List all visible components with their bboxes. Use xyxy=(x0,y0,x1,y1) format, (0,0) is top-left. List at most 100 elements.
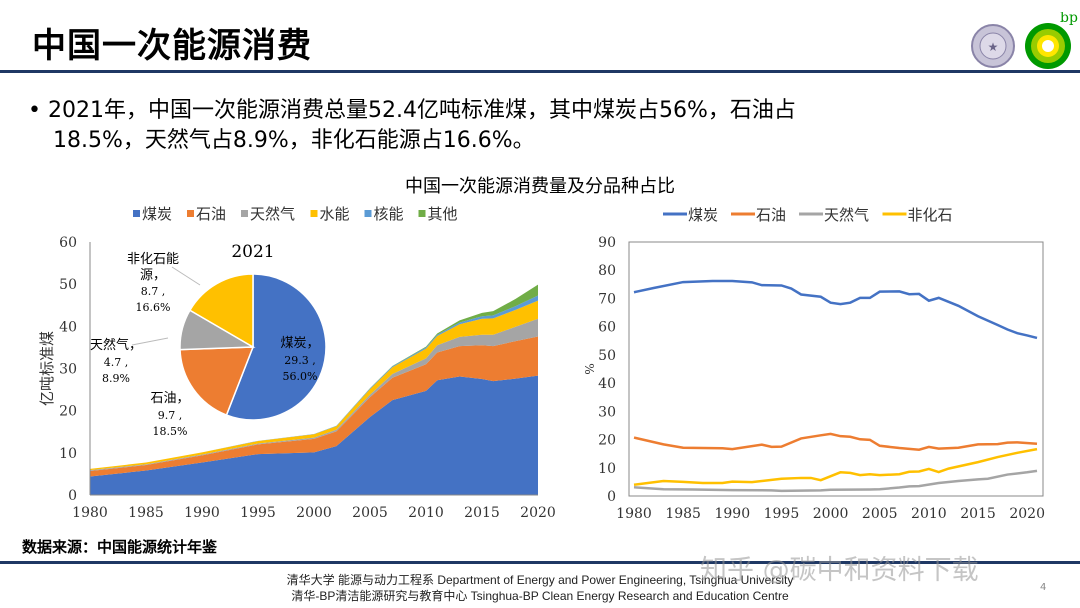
x-tick-label: 1980 xyxy=(616,506,652,522)
x-tick-label: 2020 xyxy=(1009,506,1045,522)
line-series-天然气 xyxy=(633,469,1038,493)
area-series-石油 xyxy=(90,336,538,477)
line-series-石油 xyxy=(633,432,1038,451)
y-tick-label: 80 xyxy=(598,263,616,279)
y-tick-label: 60 xyxy=(598,320,616,336)
pie-label-value: 9.7 , xyxy=(158,409,183,422)
legend-label: 天然气 xyxy=(250,205,295,223)
line-chart: 0 10 20 30 40 50 60 70 80 90 1980 1985 1990 1995 2000 2… xyxy=(582,206,1045,522)
pie-title: 2021 xyxy=(231,242,274,262)
leader-line xyxy=(171,266,201,286)
line-series-非化石 xyxy=(633,447,1038,486)
pie-slice-非化石能源 xyxy=(188,273,254,349)
pie-label-percent: 56.0% xyxy=(283,370,318,383)
x-tick-label: 2005 xyxy=(862,506,898,522)
y-tick-label: 30 xyxy=(59,362,77,378)
bp-helios-logo: bp xyxy=(1025,12,1078,69)
y-tick-label: 50 xyxy=(598,348,616,364)
legend-label: 煤炭 xyxy=(688,206,718,224)
y-tick-label: 0 xyxy=(607,489,616,505)
pie-label-percent: 16.6% xyxy=(136,301,171,314)
x-tick-label: 1980 xyxy=(72,505,108,521)
x-tick-label: 2015 xyxy=(960,506,996,522)
svg-text:★: ★ xyxy=(988,40,999,54)
footer-line-1: 清华大学 能源与动力工程系 Department of Energy and P… xyxy=(286,573,794,587)
legend-label: 天然气 xyxy=(824,206,869,224)
pie-label-value: 4.7 , xyxy=(104,356,129,369)
y-tick-label: 60 xyxy=(59,235,77,251)
y-tick-label: 40 xyxy=(598,376,616,392)
pie-label-value: 29.3 , xyxy=(284,354,316,367)
title-divider xyxy=(0,70,1080,73)
data-source: 数据来源：中国能源统计年鉴 xyxy=(22,538,218,556)
area-series-水能 xyxy=(90,300,538,471)
bp-wordmark: bp xyxy=(1060,12,1078,26)
legend-label: 水能 xyxy=(320,205,350,223)
pie-slice-煤炭 xyxy=(225,273,327,421)
x-tick-label: 1985 xyxy=(128,505,164,521)
pie-label-name: 石油， xyxy=(150,391,189,406)
x-tick-label: 2005 xyxy=(352,505,388,521)
x-tick-label: 1990 xyxy=(714,506,750,522)
legend-label: 非化石 xyxy=(908,206,953,224)
pie-label-name: 源， xyxy=(140,268,166,283)
y-tick-label: 0 xyxy=(68,488,77,504)
y-tick-label: 10 xyxy=(59,446,77,462)
y-tick-label: 40 xyxy=(59,319,77,335)
leader-line xyxy=(131,337,169,346)
footer-line-2: 清华-BP清洁能源研究与教育中心 Tsinghua-BP Clean Energ… xyxy=(291,589,789,603)
y-tick-label: 50 xyxy=(59,277,77,293)
y-tick-label: 30 xyxy=(598,404,616,420)
x-tick-label: 2010 xyxy=(408,505,444,521)
bullet-line-2: 18.5%，天然气占8.9%，非化石能源占16.6%。 xyxy=(53,128,535,153)
pie-label-percent: 18.5% xyxy=(153,425,188,438)
legend-swatch xyxy=(241,210,248,217)
y-tick-label: 90 xyxy=(598,235,616,251)
y-axis-label: % xyxy=(582,363,596,374)
bullet-text: • 2021年，中国一次能源消费总量52.4亿吨标准煤，其中煤炭占56%，石油占 … xyxy=(28,96,1028,156)
bullet-dot: • xyxy=(28,98,41,123)
legend-swatch xyxy=(418,210,426,217)
y-tick-label: 20 xyxy=(59,404,77,420)
pie-label-percent: 8.9% xyxy=(102,372,130,385)
logos: ★ bp xyxy=(965,2,1078,70)
legend-label: 石油 xyxy=(756,206,786,224)
legend-swatch xyxy=(310,210,318,217)
x-tick-label: 1995 xyxy=(240,505,276,521)
x-tick-label: 2000 xyxy=(813,506,849,522)
page-number: 4 xyxy=(1040,582,1047,593)
area-series-煤炭 xyxy=(90,375,538,495)
legend-swatch xyxy=(133,210,140,217)
y-axis-label: 亿吨标准煤 xyxy=(38,331,56,406)
legend-label: 石油 xyxy=(196,205,226,223)
stacked-area-chart: 0 10 20 30 40 50 60 1980 1985 1990 1995 2000 2005 201… xyxy=(38,205,556,521)
slide-title: 中国一次能源消费 xyxy=(32,26,312,66)
x-tick-label: 2000 xyxy=(296,505,332,521)
legend-swatch xyxy=(187,210,194,217)
area-series-核能 xyxy=(90,295,538,469)
bullet-line-1: 2021年，中国一次能源消费总量52.4亿吨标准煤，其中煤炭占56%，石油占 xyxy=(48,98,796,123)
pie-label-name: 天然气， xyxy=(90,337,142,353)
legend-swatch xyxy=(364,210,372,217)
watermark: 知乎 @碳中和资料下载 xyxy=(700,555,979,586)
tsinghua-logo: ★ xyxy=(971,24,1015,68)
x-tick-label: 1995 xyxy=(764,506,800,522)
x-tick-label: 1990 xyxy=(184,505,220,521)
pie-slice-石油 xyxy=(179,346,255,416)
legend-label: 核能 xyxy=(374,205,404,223)
legend-label: 其他 xyxy=(428,205,458,223)
pie-label-name: 煤炭， xyxy=(280,336,319,351)
x-tick-label: 2020 xyxy=(520,505,556,521)
y-tick-label: 20 xyxy=(598,433,616,449)
legend-label: 煤炭 xyxy=(142,205,172,223)
x-tick-label: 2015 xyxy=(464,505,500,521)
pie-label-name: 非化石能 xyxy=(127,252,179,267)
footer-divider xyxy=(0,561,1080,564)
pie-label-value: 8.7 , xyxy=(141,285,166,298)
y-tick-label: 70 xyxy=(598,291,616,307)
line-series-煤炭 xyxy=(633,279,1038,340)
plot-frame xyxy=(628,241,1044,497)
figure-title: 中国一次能源消费量及分品种占比 xyxy=(405,176,675,197)
pie-chart: 煤炭， 29.3 , 56.0% 石油， 9.7 , 18.5% 天然气， 4.7 , 8.9%… xyxy=(90,242,327,438)
y-tick-label: 10 xyxy=(598,461,616,477)
